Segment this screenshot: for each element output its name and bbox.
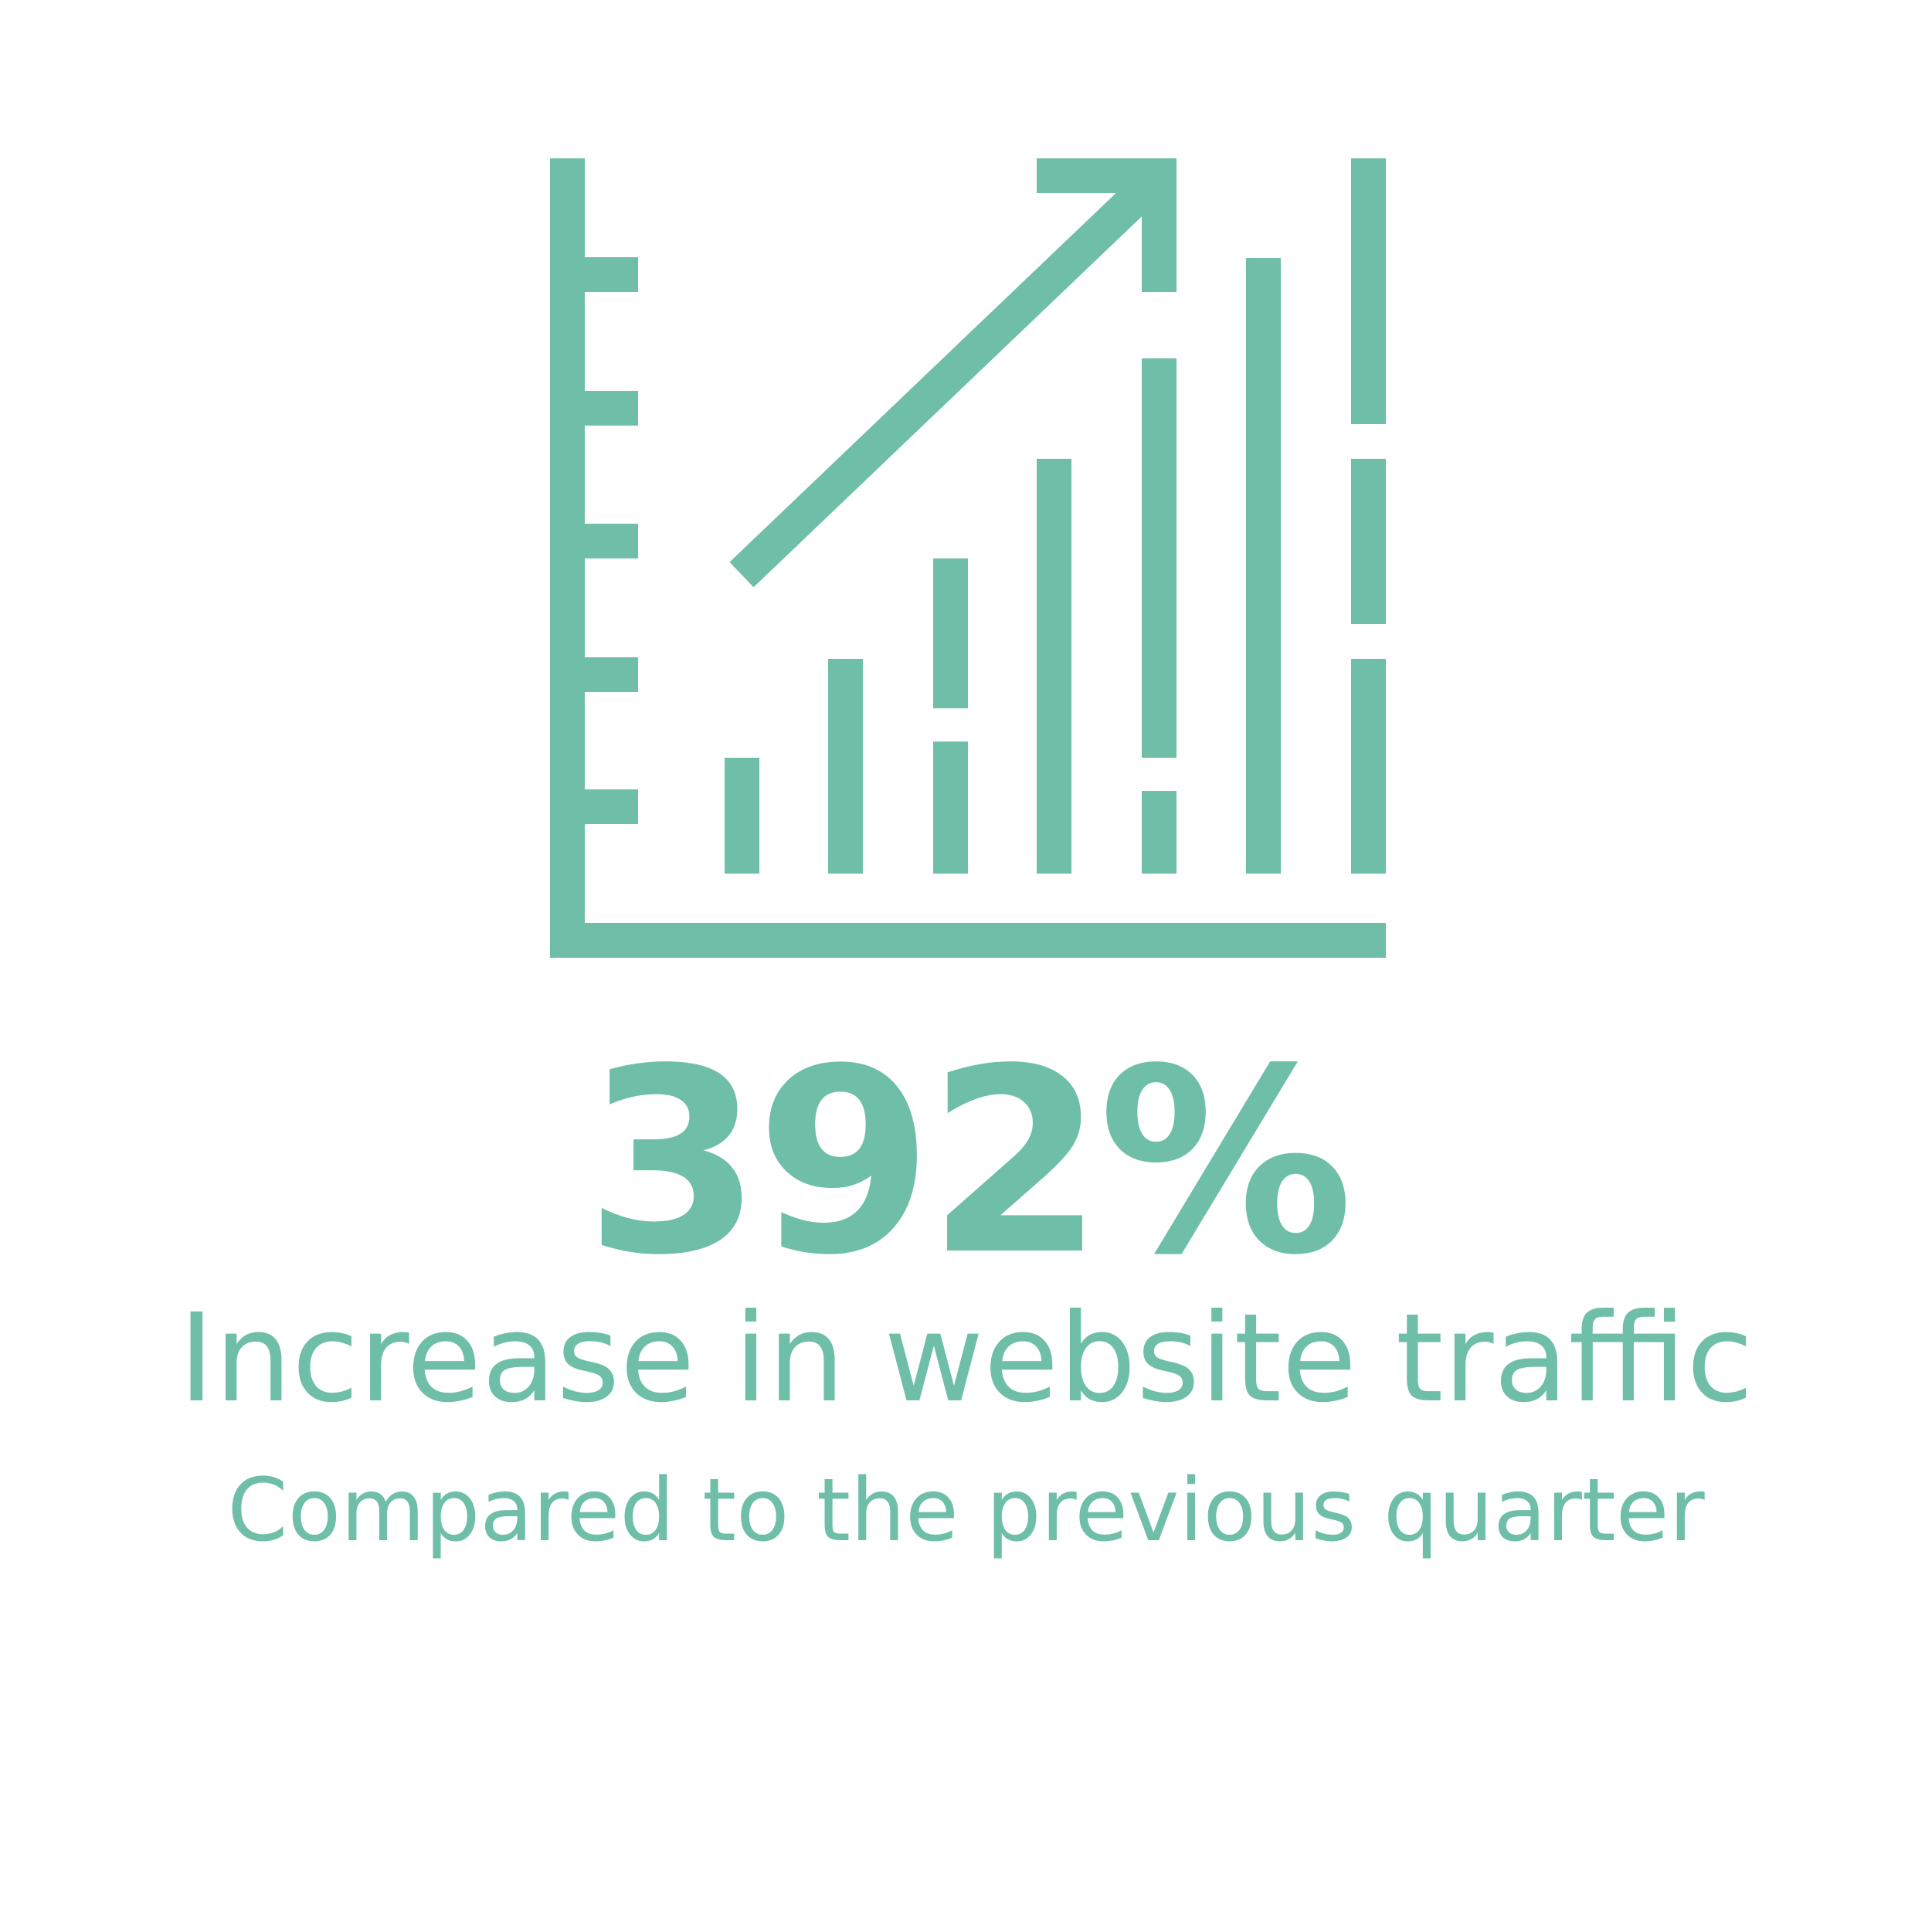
bar (933, 558, 968, 708)
axis-tick (585, 391, 638, 426)
bar (1246, 258, 1281, 874)
subheadline: Compared to the previous quarter (227, 1461, 1705, 1561)
bar (933, 742, 968, 874)
bar (725, 758, 759, 874)
bar (1142, 791, 1177, 874)
axis-tick (585, 789, 638, 824)
y-axis (550, 158, 585, 958)
bar (1351, 158, 1386, 424)
stat-value: 392% (584, 1014, 1354, 1311)
axis-tick (585, 257, 638, 292)
axis-tick (585, 657, 638, 692)
bar (828, 659, 863, 874)
bar (1142, 358, 1177, 758)
axis-tick (585, 524, 638, 558)
bar (1037, 459, 1071, 874)
x-axis (550, 923, 1386, 958)
bar (1351, 659, 1386, 874)
bar (1351, 459, 1386, 624)
arrow-shaft (729, 166, 1168, 588)
headline: Increase in website traffic (178, 1288, 1754, 1430)
